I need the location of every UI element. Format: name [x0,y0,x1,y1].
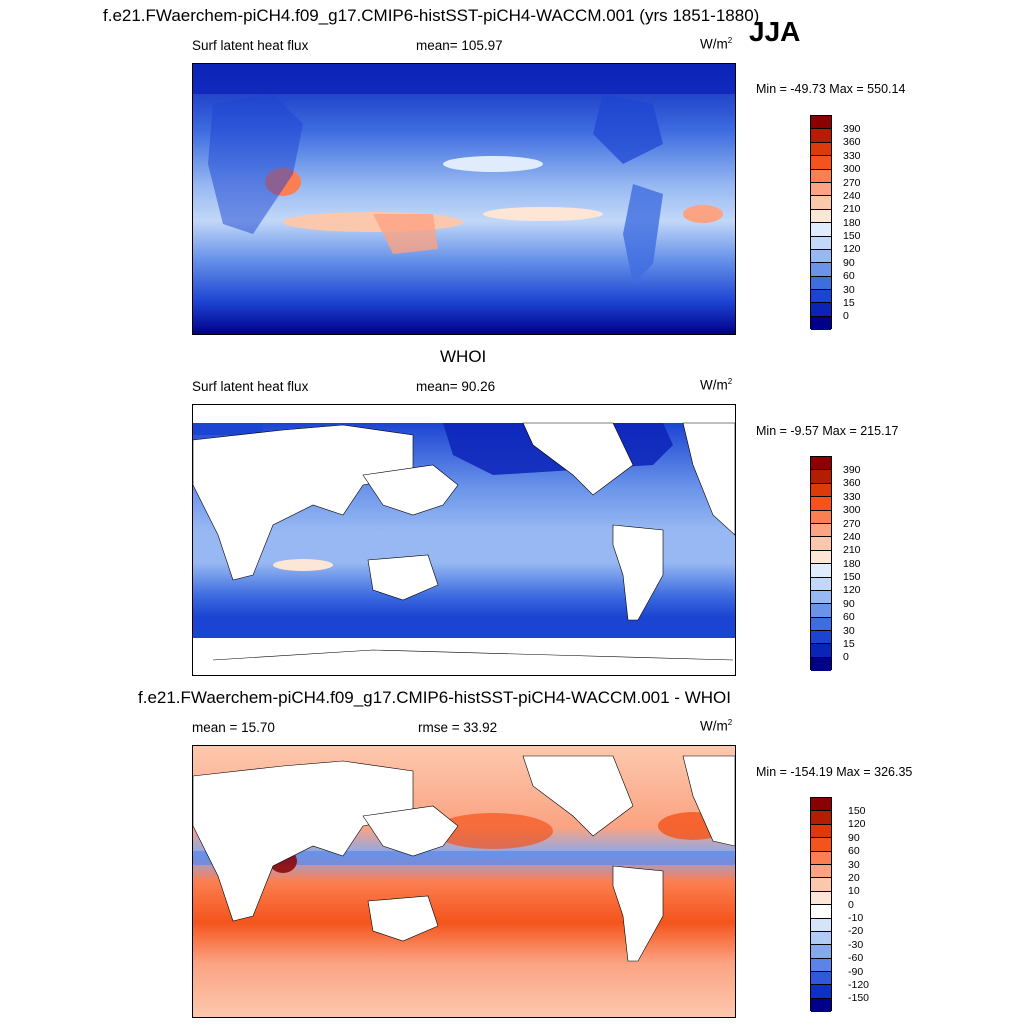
panel3-rmse-label: rmse = 33.92 [418,720,498,735]
panel2-map [192,404,736,676]
cb1-label-8: 150 [843,230,861,242]
panel2-units: W/m2 [700,377,733,393]
cb1-label-6: 210 [843,203,861,215]
cb1-label-0: 390 [843,123,861,135]
cb1-label-4: 270 [843,177,861,189]
panel1-minmax: Min = -49.73 Max = 550.14 [756,82,906,96]
cb2-label-7: 180 [843,558,861,570]
cb2-label-0: 390 [843,464,861,476]
season-label: JJA [749,16,801,47]
cb3-label-8: -10 [848,912,864,924]
panel2-variable-label: Surf latent heat flux [192,379,309,394]
panel1-variable-label: Surf latent heat flux [192,38,309,53]
cb2-label-4: 270 [843,518,861,530]
panel2-map-svg [193,405,735,675]
cb3-label-2: 90 [848,832,860,844]
cb3-label-14: -150 [848,992,870,1004]
cb2-label-6: 210 [843,544,861,556]
cb2-label-13: 15 [843,638,855,650]
cb1-label-7: 180 [843,217,861,229]
cb2-label-1: 360 [843,477,861,489]
panel3-minmax: Min = -154.19 Max = 326.35 [756,765,913,779]
cb3-label-13: -120 [848,979,870,991]
cb2-label-9: 120 [843,584,861,596]
cb2-label-5: 240 [843,531,861,543]
panel1-title: f.e21.FWaerchem-piCH4.f09_g17.CMIP6-hist… [103,6,760,25]
cb3-label-9: -20 [848,925,864,937]
cb3-label-6: 10 [848,885,860,897]
panel1-colorbar [810,115,832,331]
cb2-label-12: 30 [843,625,855,637]
panel3-map-svg [193,746,735,1017]
panel3-units: W/m2 [700,718,733,734]
cb2-label-10: 90 [843,598,855,610]
cb1-label-5: 240 [843,190,861,202]
cb2-label-8: 150 [843,571,861,583]
cb3-label-1: 120 [848,818,866,830]
panel3-mean-label: mean = 15.70 [192,720,275,735]
panel1-map [192,63,736,335]
cb1-label-13: 15 [843,297,855,309]
panel1-map-svg [193,64,735,334]
panel2-mean-label: mean= 90.26 [416,379,496,394]
cb3-label-3: 60 [848,845,860,857]
panel3-colorbar [810,797,832,1013]
cb3-label-4: 30 [848,859,860,871]
panel1-units: W/m2 [700,36,733,52]
cb1-label-12: 30 [843,284,855,296]
cb1-label-11: 60 [843,270,855,282]
panel2-minmax: Min = -9.57 Max = 215.17 [756,424,899,438]
panel3-map [192,745,736,1018]
cb2-label-2: 330 [843,491,861,503]
panel2-colorbar [810,456,832,672]
cb2-label-3: 300 [843,504,861,516]
cb3-label-7: 0 [848,899,854,911]
cb3-label-10: -30 [848,939,864,951]
cb1-label-9: 120 [843,243,861,255]
panel1-mean-label: mean= 105.97 [416,38,503,53]
cb1-label-14: 0 [843,310,849,322]
cb1-label-2: 330 [843,150,861,162]
cb3-label-5: 20 [848,872,860,884]
cb2-label-11: 60 [843,611,855,623]
cb1-label-1: 360 [843,136,861,148]
cb3-label-12: -90 [848,966,864,978]
cb3-label-0: 150 [848,805,866,817]
panel2-title: WHOI [440,347,487,366]
cb3-label-11: -60 [848,952,864,964]
cb1-label-10: 90 [843,257,855,269]
cb2-label-14: 0 [843,651,849,663]
cb1-label-3: 300 [843,163,861,175]
panel3-title: f.e21.FWaerchem-piCH4.f09_g17.CMIP6-hist… [138,688,731,707]
